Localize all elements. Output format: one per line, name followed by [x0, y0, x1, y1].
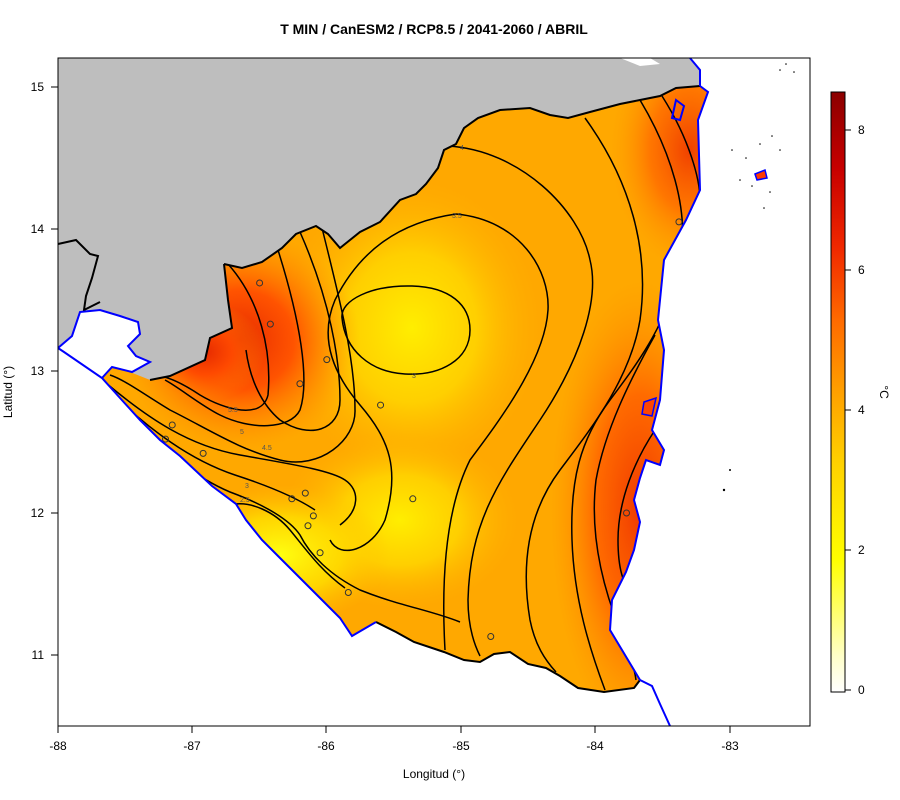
colorbar-unit-label: °C [877, 385, 891, 399]
contour-line [159, 263, 270, 411]
y-tick-label: 15 [31, 80, 45, 94]
y-tick-label: 13 [31, 364, 45, 378]
contour-line [164, 249, 305, 427]
colorbar-tick-label: 4 [858, 403, 865, 417]
station-marker [487, 633, 495, 641]
station-marker [316, 549, 324, 557]
contour-label: 3 [412, 373, 416, 380]
colorbar-tick-label: 6 [858, 263, 865, 277]
map-title: T MIN / CanESM2 / RCP8.5 / 2041-2060 / A… [280, 21, 588, 37]
honduras-border [57, 238, 101, 312]
nicaragua-outline [223, 85, 701, 270]
station-markers [162, 218, 683, 641]
station-marker [199, 449, 207, 457]
north-coastline [689, 57, 701, 86]
contour-labels: 4 3.5 3 5.5 5 4.5 3 2.5 [228, 145, 464, 504]
station-marker [675, 218, 683, 226]
contour-label: 4 [460, 145, 464, 152]
north-sea-inlet [620, 58, 660, 66]
nicaragua-outline-south [375, 621, 641, 694]
colorbar-bar [830, 91, 846, 693]
station-marker [301, 489, 309, 497]
colorbar-tick-label: 2 [858, 543, 865, 557]
station-marker [623, 509, 631, 517]
station-marker [377, 401, 385, 409]
x-tick-label: -83 [721, 739, 739, 753]
y-tick-label: 11 [32, 648, 45, 662]
caribbean-sea [610, 58, 810, 726]
station-marker [256, 279, 264, 287]
contour-label: 2.5 [240, 497, 250, 504]
fonseca-coastline [57, 308, 153, 379]
y-tick-label: 14 [31, 222, 45, 236]
sea-area [58, 348, 670, 726]
pacific-coastline [57, 347, 377, 638]
contour-line [109, 227, 356, 463]
caribbean-coastline [608, 85, 710, 727]
colorbar-tick-label: 0 [858, 683, 865, 697]
x-tick-label: -84 [586, 739, 604, 753]
x-tick-label: -87 [183, 739, 201, 753]
x-tick-label: -85 [452, 739, 470, 753]
y-axis: 11 12 13 14 15 Latitud (°) [1, 80, 59, 662]
contour-line [525, 117, 644, 673]
station-marker [266, 320, 274, 328]
contour-label: 5 [240, 429, 244, 436]
station-marker [304, 522, 312, 530]
contour-line [443, 213, 549, 651]
station-marker [344, 589, 352, 597]
contour-line [229, 503, 346, 589]
contour-line [447, 145, 594, 657]
contour-label: 3.5 [452, 213, 462, 220]
contour-line [341, 285, 471, 375]
station-marker [296, 380, 304, 388]
y-axis-label: Latitud (°) [1, 366, 15, 418]
miskito-cays [722, 63, 795, 492]
station-marker [288, 495, 296, 503]
x-axis: -88 -87 -86 -85 -84 -83 Longitud (°) [49, 725, 739, 781]
contour-label: 3 [245, 483, 249, 490]
contour-line [245, 231, 341, 431]
station-marker [162, 435, 170, 443]
contour-line [327, 213, 457, 551]
station-marker [168, 421, 176, 429]
x-tick-label: -88 [49, 739, 67, 753]
colorbar-tick-label: 8 [858, 123, 865, 137]
station-marker [323, 356, 331, 364]
gulf-fonseca [58, 310, 150, 378]
lagoon-pearl [641, 396, 658, 417]
x-tick-label: -86 [317, 739, 335, 753]
x-axis-label: Longitud (°) [403, 767, 465, 781]
colorbar: 0 2 4 6 8 °C [830, 91, 891, 697]
y-tick-label: 12 [31, 506, 45, 520]
map-panel: 4 3.5 3 5.5 5 4.5 3 2.5 [57, 57, 811, 727]
contour-line [105, 382, 357, 526]
station-marker [409, 495, 417, 503]
contour-label: 5.5 [228, 407, 238, 414]
contour-line [571, 99, 684, 691]
bay-coastline [670, 98, 686, 122]
contour-label: 4.5 [262, 445, 272, 452]
nicaragua-outline-west [149, 263, 234, 381]
island-corn [754, 168, 768, 181]
station-marker [309, 512, 317, 520]
